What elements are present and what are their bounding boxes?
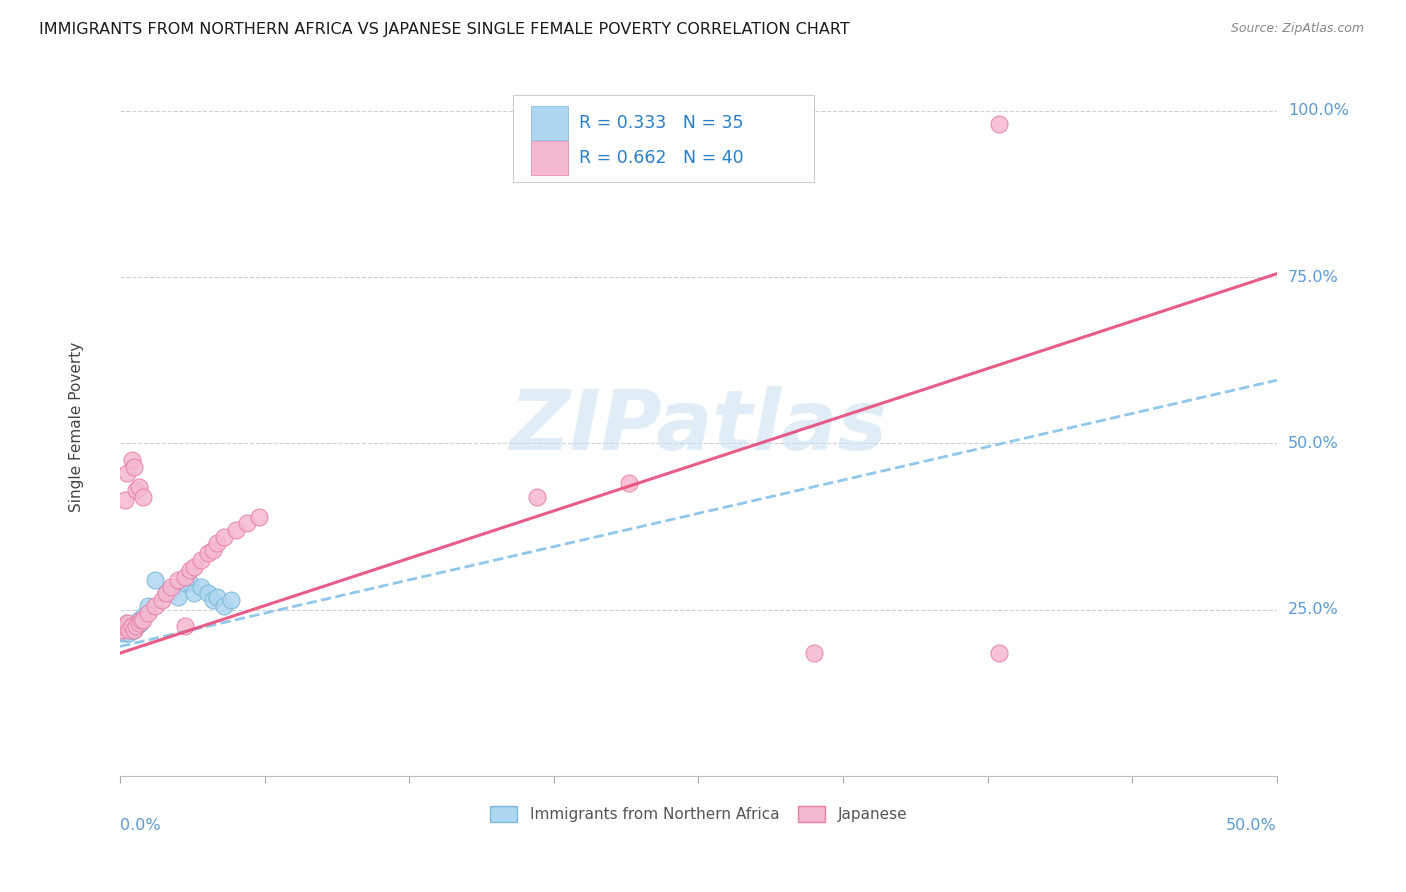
Point <box>128 617 150 632</box>
Point <box>988 117 1011 131</box>
Point <box>122 623 145 637</box>
FancyBboxPatch shape <box>530 141 568 175</box>
Point <box>118 623 141 637</box>
Text: ZIPatlas: ZIPatlas <box>509 386 887 467</box>
Point <box>121 619 143 633</box>
Point <box>111 623 134 637</box>
Text: 0.0%: 0.0% <box>120 818 160 833</box>
Text: IMMIGRANTS FROM NORTHERN AFRICA VS JAPANESE SINGLE FEMALE POVERTY CORRELATION CH: IMMIGRANTS FROM NORTHERN AFRICA VS JAPAN… <box>39 22 851 37</box>
Point <box>179 576 201 591</box>
Point <box>118 626 141 640</box>
Point <box>121 453 143 467</box>
Point <box>201 592 224 607</box>
Point <box>190 580 212 594</box>
Point <box>183 559 205 574</box>
Point <box>129 613 152 627</box>
Point <box>114 493 136 508</box>
Text: Single Female Poverty: Single Female Poverty <box>69 342 84 512</box>
Point <box>167 573 190 587</box>
Point <box>174 619 197 633</box>
Point <box>125 619 148 633</box>
Point <box>125 483 148 497</box>
Point <box>114 626 136 640</box>
Text: 25.0%: 25.0% <box>1288 602 1339 617</box>
Point <box>129 613 152 627</box>
Point <box>225 523 247 537</box>
Point <box>207 536 229 550</box>
FancyBboxPatch shape <box>513 95 814 182</box>
Point <box>129 615 152 629</box>
Point <box>247 509 270 524</box>
Point <box>132 613 155 627</box>
Point <box>132 490 155 504</box>
Text: R = 0.333   N = 35: R = 0.333 N = 35 <box>579 114 744 132</box>
Point <box>111 626 134 640</box>
Point <box>155 586 177 600</box>
Point <box>167 590 190 604</box>
Point <box>128 480 150 494</box>
Point <box>212 599 235 614</box>
Point <box>136 599 159 614</box>
Point <box>190 553 212 567</box>
Point <box>150 592 173 607</box>
Point <box>115 623 138 637</box>
Text: Source: ZipAtlas.com: Source: ZipAtlas.com <box>1230 22 1364 36</box>
Point <box>155 586 177 600</box>
Point <box>122 459 145 474</box>
Point <box>111 623 134 637</box>
Point <box>988 646 1011 660</box>
Point <box>115 616 138 631</box>
Point <box>125 619 148 633</box>
Point <box>143 573 166 587</box>
Point <box>115 616 138 631</box>
FancyBboxPatch shape <box>530 106 568 140</box>
Point <box>617 476 640 491</box>
Text: R = 0.662   N = 40: R = 0.662 N = 40 <box>579 149 744 167</box>
Point <box>122 619 145 633</box>
Point <box>212 530 235 544</box>
Point <box>219 592 242 607</box>
Point <box>197 586 219 600</box>
Point <box>114 623 136 637</box>
Point <box>122 623 145 637</box>
Legend: Immigrants from Northern Africa, Japanese: Immigrants from Northern Africa, Japanes… <box>484 800 912 828</box>
Point <box>121 623 143 637</box>
Text: 50.0%: 50.0% <box>1226 818 1277 833</box>
Point <box>114 619 136 633</box>
Text: 100.0%: 100.0% <box>1288 103 1348 119</box>
Point <box>207 590 229 604</box>
Point <box>143 599 166 614</box>
Text: 75.0%: 75.0% <box>1288 269 1339 285</box>
Point <box>526 490 548 504</box>
Point <box>136 606 159 620</box>
Text: 50.0%: 50.0% <box>1288 436 1339 451</box>
Point <box>132 609 155 624</box>
Point <box>197 546 219 560</box>
Point <box>174 576 197 591</box>
Point <box>803 646 825 660</box>
Point <box>115 619 138 633</box>
Point <box>125 616 148 631</box>
Point <box>118 623 141 637</box>
Point <box>160 580 183 594</box>
Point <box>201 543 224 558</box>
Point <box>236 516 259 531</box>
Point <box>128 616 150 631</box>
Point <box>160 582 183 597</box>
Point <box>121 619 143 633</box>
Point <box>114 619 136 633</box>
Point <box>174 569 197 583</box>
Point <box>179 563 201 577</box>
Point <box>115 467 138 481</box>
Point <box>183 586 205 600</box>
Point <box>128 613 150 627</box>
